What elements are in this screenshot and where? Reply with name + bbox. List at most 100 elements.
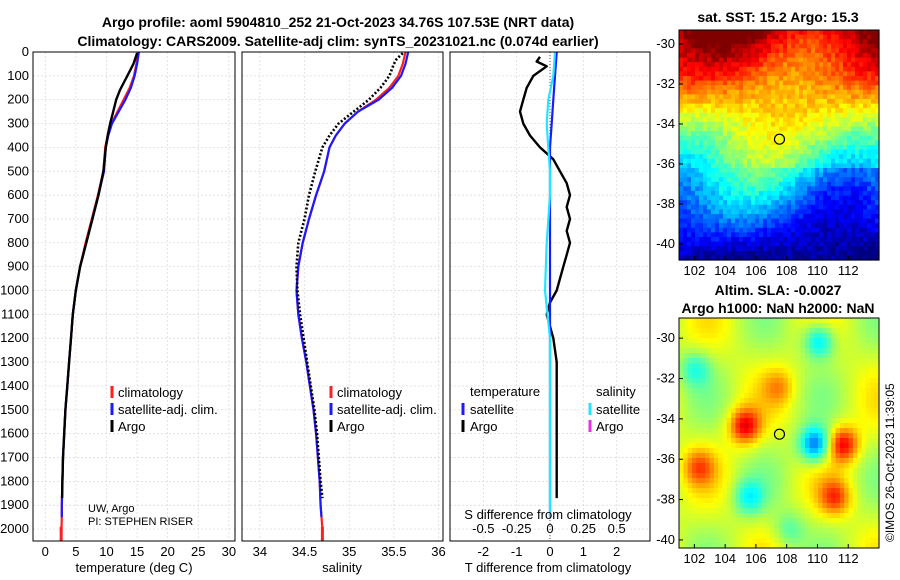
map-cell	[787, 403, 793, 409]
map-cell	[695, 241, 700, 247]
map-cell	[731, 403, 737, 409]
map-cell	[767, 117, 772, 123]
map-cell	[711, 34, 716, 40]
map-cell	[735, 48, 740, 54]
map-cell	[735, 523, 741, 529]
map-cell	[787, 478, 793, 484]
map-cell	[752, 358, 758, 364]
map-cell	[687, 181, 692, 187]
map-cell	[755, 30, 760, 36]
map-cell	[847, 57, 852, 63]
map-cell	[792, 333, 797, 339]
map-cell	[844, 528, 850, 534]
map-cell	[726, 423, 732, 429]
map-cell	[852, 418, 858, 424]
map-cell	[795, 103, 800, 109]
map-cell	[739, 523, 745, 529]
map-cell	[719, 154, 724, 160]
map-cell	[839, 154, 844, 160]
map-cell	[809, 473, 815, 479]
map-cell	[843, 227, 848, 233]
map-cell	[839, 538, 845, 544]
map-cell	[692, 403, 697, 409]
map-cell	[695, 209, 700, 215]
map-cell	[770, 458, 776, 464]
ytick-label: 900	[7, 259, 29, 274]
map-cell	[826, 438, 832, 444]
map-cell	[819, 53, 824, 59]
map-cell	[857, 503, 863, 509]
map-cell	[835, 428, 841, 434]
map-cell	[811, 181, 816, 187]
map-cell	[703, 195, 708, 201]
map-cell	[761, 328, 767, 334]
map-cell	[759, 108, 764, 114]
map-cell	[767, 94, 772, 100]
map-cell	[707, 89, 712, 95]
map-cell	[757, 333, 763, 339]
map-cell	[779, 398, 784, 404]
map-cell	[859, 214, 864, 220]
map-cell	[703, 232, 708, 238]
map-cell	[857, 318, 863, 324]
map-cell	[859, 131, 864, 137]
map-cell	[787, 89, 792, 95]
map-cell	[855, 71, 860, 77]
map-cell	[815, 103, 820, 109]
map-cell	[871, 250, 876, 256]
map-cell	[743, 62, 748, 68]
map-cell	[792, 358, 797, 364]
map-cell	[844, 388, 850, 394]
map-cell	[799, 149, 804, 155]
map-cell	[709, 543, 715, 549]
ytick-label: 100	[7, 68, 29, 83]
map-cell	[831, 423, 837, 429]
map-cell	[763, 80, 768, 86]
map-cell	[779, 89, 784, 95]
map-cell	[867, 241, 872, 247]
map-cell	[731, 154, 736, 160]
map-cell	[800, 343, 806, 349]
map-cell	[857, 418, 863, 424]
map-cell	[757, 373, 763, 379]
map-cell	[819, 30, 824, 36]
map-cell	[679, 438, 684, 444]
map-cell	[874, 343, 880, 349]
map-cell	[755, 177, 760, 183]
map-cell	[827, 172, 832, 178]
map-cell	[871, 140, 876, 146]
map-cell	[803, 209, 808, 215]
map-cell	[827, 108, 832, 114]
map-cell	[747, 255, 752, 261]
map-cell	[874, 403, 880, 409]
map-cell	[709, 483, 715, 489]
map-cell	[679, 343, 684, 349]
map-cell	[771, 145, 776, 151]
map-cell	[771, 255, 776, 261]
map-cell	[815, 89, 820, 95]
map-cell	[852, 488, 858, 494]
map-cell	[815, 34, 820, 40]
map-cell	[843, 237, 848, 243]
map-cell	[703, 126, 708, 132]
map-cell	[839, 358, 845, 364]
map-cell	[839, 513, 845, 519]
map-cell	[718, 453, 724, 459]
map-cell	[765, 528, 771, 534]
map-cell	[803, 43, 808, 49]
map-cell	[857, 328, 863, 334]
map-cell	[683, 53, 688, 59]
map-cell	[687, 250, 692, 256]
map-cell	[848, 393, 854, 399]
map-cell	[855, 135, 860, 141]
map-cell	[683, 209, 688, 215]
map-cell	[703, 218, 708, 224]
map-cell	[715, 140, 720, 146]
map-cell	[687, 76, 692, 82]
map-cell	[775, 80, 780, 86]
map-cell	[863, 112, 868, 118]
map-cell	[774, 393, 780, 399]
map-cell	[770, 483, 776, 489]
map-cell	[707, 200, 712, 206]
map-cell	[843, 214, 848, 220]
